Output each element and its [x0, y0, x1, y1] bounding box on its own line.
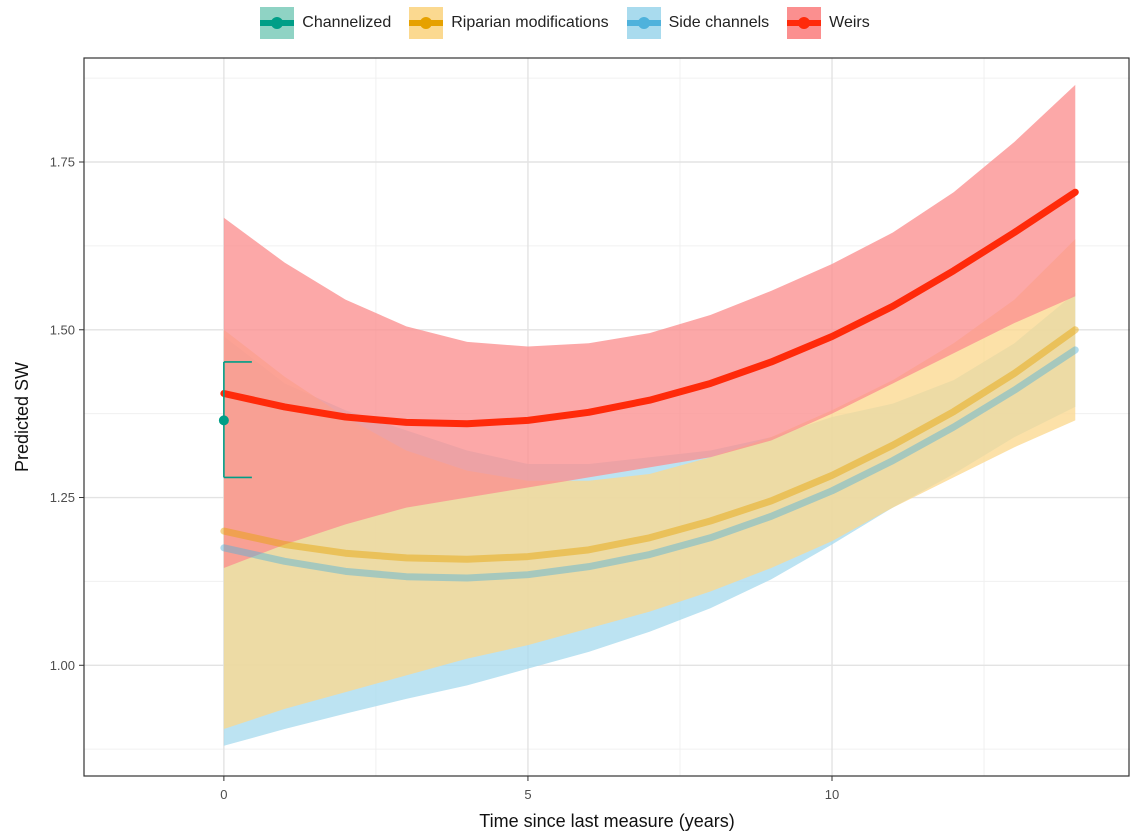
series-lines — [220, 188, 1079, 582]
series-points — [218, 361, 252, 479]
legend-label-side-channels: Side channels — [668, 14, 770, 31]
legend-label-weirs: Weirs — [829, 14, 870, 31]
panel-border — [83, 57, 1130, 777]
legend-key-dot — [798, 17, 811, 29]
x-axis-title: Time since last measure (years) — [479, 811, 734, 831]
y-tick-label: 1.25 — [50, 490, 75, 505]
legend-key-channelized — [260, 7, 295, 39]
line-side-channels — [220, 346, 1079, 582]
confidence-bands — [223, 84, 1076, 746]
x-tick-label: 5 — [524, 787, 531, 802]
legend-item-channelized[interactable]: Channelized — [260, 7, 391, 39]
point-channelized — [218, 415, 229, 426]
x-tick-label: 10 — [825, 787, 839, 802]
y-tick-label: 1.75 — [50, 155, 75, 170]
x-tick-label: 0 — [220, 787, 227, 802]
legend-item-side-channels[interactable]: Side channels — [626, 7, 770, 39]
legend-item-riparian-modifications[interactable]: Riparian modifications — [409, 7, 609, 39]
ci-band-weirs — [223, 84, 1076, 568]
legend-label-riparian-modifications: Riparian modifications — [451, 14, 609, 31]
axis-ticks: 0 5 10 1.00 1.25 1.50 1.75 — [50, 155, 840, 802]
ci-band-riparian-modifications — [223, 239, 1076, 730]
line-riparian-modifications — [220, 326, 1079, 563]
legend-key-dot — [420, 17, 433, 29]
y-axis-title: Predicted SW — [12, 362, 32, 472]
y-tick-label: 1.00 — [50, 658, 75, 673]
legend-key-side-channels — [626, 7, 661, 39]
legend-label-channelized: Channelized — [302, 14, 392, 31]
legend: Channelized Riparian modifications Side … — [0, 6, 1130, 40]
legend-key-riparian-modifications — [409, 7, 444, 39]
line-weirs — [220, 188, 1079, 428]
legend-key-dot — [271, 17, 284, 29]
legend-key-dot — [637, 17, 650, 29]
legend-item-weirs[interactable]: Weirs — [787, 7, 870, 39]
y-tick-label: 1.50 — [50, 322, 75, 337]
legend-key-weirs — [787, 7, 822, 39]
